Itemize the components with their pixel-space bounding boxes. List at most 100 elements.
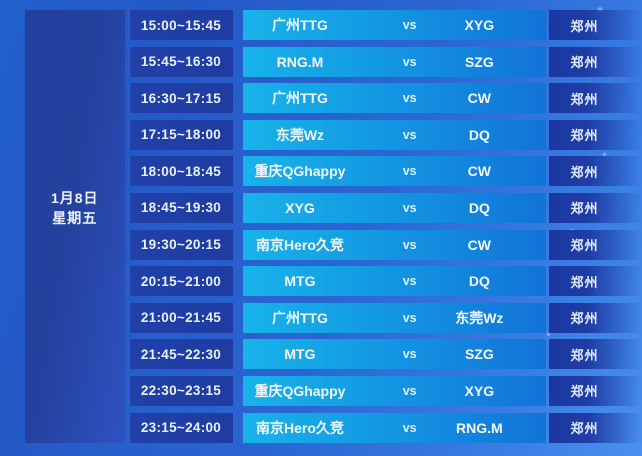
team2-name: CW — [467, 90, 491, 107]
team1-name: 重庆QGhappy — [254, 382, 346, 399]
location-cell: 郑州 — [548, 10, 642, 40]
location-cell: 郑州 — [548, 412, 642, 443]
time-cell: 19:30~20:15 — [129, 229, 233, 260]
vs-label: vs — [402, 127, 417, 142]
vs-label: vs — [402, 237, 417, 252]
time-range: 21:45~22:30 — [140, 346, 222, 362]
location-cell: 郑州 — [548, 46, 642, 77]
date-line-2: 星期五 — [52, 210, 98, 227]
schedule-row: 18:00~18:45 重庆QGhappy vs CW 郑州 — [129, 156, 642, 187]
match-cell: 东莞Wz vs DQ — [243, 119, 546, 150]
vs-label: vs — [402, 54, 417, 69]
location-name: 郑州 — [570, 384, 599, 400]
team1-name: 重庆QGhappy — [254, 163, 346, 180]
location-cell: 郑州 — [548, 266, 642, 297]
match-cell: MTG vs SZG — [243, 339, 546, 370]
team1-name: 广州TTG — [271, 17, 328, 33]
time-range: 15:00~15:45 — [140, 17, 222, 33]
time-cell: 17:15~18:00 — [129, 119, 233, 150]
date-line-1: 1月8日 — [50, 190, 99, 207]
location-cell: 郑州 — [548, 229, 642, 260]
location-cell: 郑州 — [548, 302, 642, 333]
team2-name: CW — [467, 236, 491, 253]
time-range: 18:00~18:45 — [140, 163, 222, 179]
match-cell: 广州TTG vs CW — [243, 83, 546, 114]
team1-name: RNG.M — [276, 53, 324, 70]
location-name: 郑州 — [570, 164, 599, 180]
schedule-row: 16:30~17:15 广州TTG vs CW 郑州 — [129, 83, 642, 114]
team2-name: 东莞Wz — [455, 309, 504, 326]
team2-name: SZG — [464, 53, 494, 70]
match-cell: 南京Hero久竞 vs RNG.M — [243, 412, 546, 443]
location-cell: 郑州 — [548, 375, 642, 406]
team1-name: 南京Hero久竞 — [256, 236, 344, 253]
team1-name: 东莞Wz — [275, 126, 325, 143]
location-name: 郑州 — [570, 128, 599, 144]
time-range: 18:45~19:30 — [140, 200, 222, 216]
location-name: 郑州 — [570, 18, 599, 34]
team1-name: MTG — [284, 346, 316, 363]
location-cell: 郑州 — [548, 192, 642, 223]
team2-name: DQ — [468, 199, 490, 216]
time-cell: 21:45~22:30 — [129, 339, 233, 370]
vs-label: vs — [402, 18, 417, 32]
time-range: 21:00~21:45 — [140, 310, 222, 326]
team2-name: DQ — [468, 126, 490, 143]
vs-label: vs — [402, 274, 417, 289]
schedule-row: 17:15~18:00 东莞Wz vs DQ 郑州 — [129, 119, 642, 150]
location-name: 郑州 — [570, 421, 599, 437]
schedule-row: 23:15~24:00 南京Hero久竞 vs RNG.M 郑州 — [129, 412, 642, 443]
time-cell: 18:45~19:30 — [129, 192, 233, 223]
location-name: 郑州 — [570, 201, 599, 217]
time-cell: 20:15~21:00 — [129, 266, 233, 297]
schedule-row: 15:00~15:45 广州TTG vs XYG 郑州 — [129, 10, 642, 40]
time-cell: 18:00~18:45 — [129, 156, 233, 187]
location-name: 郑州 — [570, 311, 599, 327]
match-cell: 广州TTG vs XYG — [243, 10, 546, 40]
schedule-row: 21:45~22:30 MTG vs SZG 郑州 — [129, 339, 642, 370]
location-cell: 郑州 — [548, 156, 642, 187]
match-cell: RNG.M vs SZG — [243, 46, 546, 77]
location-name: 郑州 — [570, 347, 599, 363]
time-range: 15:45~16:30 — [140, 54, 222, 70]
time-cell: 15:00~15:45 — [129, 10, 233, 40]
time-cell: 16:30~17:15 — [129, 83, 233, 114]
schedule-row: 18:45~19:30 XYG vs DQ 郑州 — [129, 192, 642, 223]
match-cell: 广州TTG vs 东莞Wz — [243, 302, 546, 333]
team2-name: DQ — [468, 273, 490, 290]
vs-label: vs — [402, 200, 417, 215]
match-cell: 重庆QGhappy vs XYG — [243, 375, 546, 406]
time-cell: 21:00~21:45 — [129, 302, 233, 333]
time-range: 22:30~23:15 — [140, 383, 222, 399]
location-name: 郑州 — [570, 55, 599, 71]
team1-name: MTG — [284, 273, 316, 290]
schedule-row: 20:15~21:00 MTG vs DQ 郑州 — [129, 266, 642, 297]
schedule-row: 21:00~21:45 广州TTG vs 东莞Wz 郑州 — [129, 302, 642, 333]
time-cell: 23:15~24:00 — [129, 412, 233, 443]
match-cell: 南京Hero久竞 vs CW — [243, 229, 546, 260]
schedule-row: 19:30~20:15 南京Hero久竞 vs CW 郑州 — [129, 229, 642, 260]
team1-name: 广州TTG — [271, 309, 328, 326]
left-margin — [0, 10, 25, 443]
match-cell: 重庆QGhappy vs CW — [243, 156, 546, 187]
vs-label: vs — [402, 164, 417, 179]
team1-name: XYG — [285, 199, 315, 216]
schedule-row: 15:45~16:30 RNG.M vs SZG 郑州 — [129, 46, 642, 77]
location-cell: 郑州 — [548, 119, 642, 150]
schedule-table: 1月8日 星期五 15:00~15:45 广州TTG vs XYG 郑州 15:… — [0, 10, 642, 443]
date-cell: 1月8日 星期五 — [24, 10, 125, 443]
team2-name: RNG.M — [455, 419, 503, 436]
vs-label: vs — [402, 420, 417, 435]
team2-name: SZG — [464, 346, 494, 363]
vs-label: vs — [402, 383, 417, 398]
team2-name: XYG — [464, 17, 495, 33]
location-name: 郑州 — [570, 274, 599, 290]
date-label: 1月8日 星期五 — [51, 188, 99, 228]
time-cell: 15:45~16:30 — [129, 46, 233, 77]
team1-name: 南京Hero久竞 — [256, 419, 344, 436]
match-cell: XYG vs DQ — [243, 192, 546, 223]
schedule-row: 22:30~23:15 重庆QGhappy vs XYG 郑州 — [129, 375, 642, 406]
vs-label: vs — [402, 310, 417, 325]
team2-name: XYG — [464, 382, 495, 399]
